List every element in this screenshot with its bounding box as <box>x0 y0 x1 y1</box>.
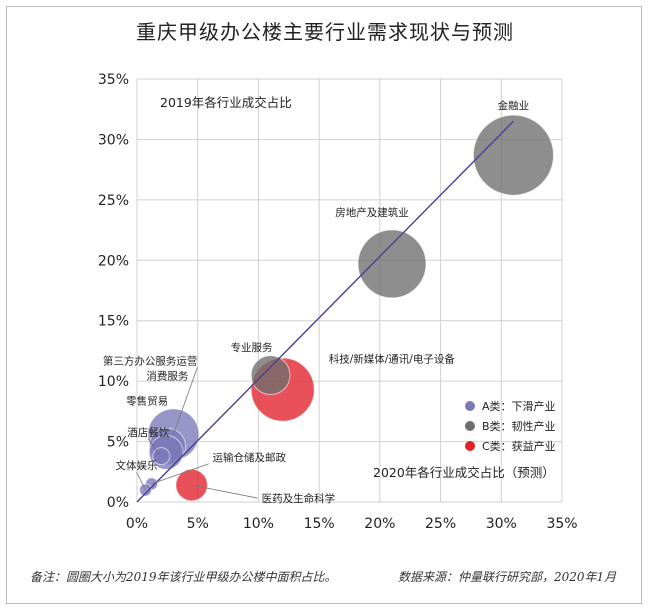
chart-title: 重庆甲级办公楼主要行业需求现状与预测 <box>136 20 514 44</box>
y-tick-label: 35% <box>98 72 129 88</box>
bubble-label-7: 酒店餐饮 <box>127 426 169 439</box>
x-tick-label: 25% <box>425 516 456 532</box>
legend-item-0: A类：下滑产业 <box>482 399 556 413</box>
legend: A类：下滑产业 B类：韧性产业 C类：获益产业 <box>465 399 556 453</box>
x-tick-label: 15% <box>304 516 335 532</box>
label-leader <box>191 484 258 499</box>
bubbles <box>138 114 555 502</box>
bubble-2 <box>250 355 291 396</box>
x-tick-label: 10% <box>243 516 274 532</box>
bubble-label-4: 第三方办公服务运营 <box>103 354 198 367</box>
footer-note: 备注：圆圈大小为2019年该行业甲级办公楼中面积占比。 <box>30 570 337 584</box>
bubble-label-6: 零售贸易 <box>126 394 168 407</box>
legend-marker <box>465 441 475 451</box>
bubble-label-1: 房地产及建筑业 <box>335 206 409 219</box>
y-tick-label: 15% <box>98 314 129 330</box>
y-tick-label: 0% <box>107 495 129 511</box>
bubble-label-10: 医药及生命科学 <box>262 492 336 505</box>
legend-marker <box>465 421 475 431</box>
footer-source: 数据来源：仲量联行研究部，2020年1月 <box>398 570 617 584</box>
y-tick-label: 20% <box>98 253 129 269</box>
x-tick-label: 20% <box>364 516 395 532</box>
x-tick-label: 30% <box>486 516 517 532</box>
x-tick-label: 35% <box>546 516 577 532</box>
x-tick-label: 5% <box>187 516 209 532</box>
label-leader <box>173 367 198 435</box>
axis-ticks: 0% 5% 10% 15% 20% 25% 30% 35% 0% 5% 10% 15% 20% 25% 30… <box>98 72 578 532</box>
x-axis-title: 2020年各行业成交占比（预测） <box>373 465 555 480</box>
x-tick-label: 0% <box>126 516 148 532</box>
bubble-label-0: 金融业 <box>498 99 530 112</box>
y-tick-label: 10% <box>98 374 129 390</box>
legend-item-2: C类：获益产业 <box>482 439 556 453</box>
bubble-label-5: 消费服务 <box>146 369 188 382</box>
trend-line-group <box>136 120 514 503</box>
bubble-label-8: 运输仓储及邮政 <box>213 451 287 464</box>
legend-marker <box>465 401 475 411</box>
bubble-label-2: 专业服务 <box>231 341 273 354</box>
label-leader <box>147 438 162 457</box>
chart-frame <box>6 6 642 604</box>
y-axis-title: 2019年各行业成交占比 <box>160 95 292 110</box>
bubble-label-3: 科技/新媒体/通讯/电子设备 <box>329 353 456 366</box>
label-leader <box>151 463 209 485</box>
bubble-0 <box>472 114 555 196</box>
bubble-1 <box>357 229 427 299</box>
legend-item-1: B类：韧性产业 <box>482 419 556 433</box>
y-tick-label: 30% <box>98 132 129 148</box>
bubble-label-9: 文体娱乐 <box>116 459 158 472</box>
y-tick-label: 5% <box>107 435 129 451</box>
y-tick-label: 25% <box>98 193 129 209</box>
label-leader <box>136 471 146 491</box>
trend-line <box>136 120 514 503</box>
